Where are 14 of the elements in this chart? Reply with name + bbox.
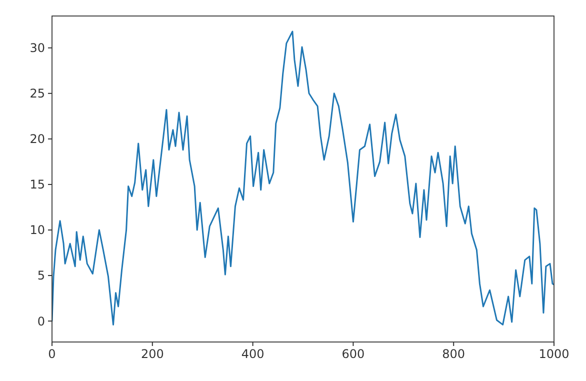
x-tick-label: 200	[140, 347, 164, 361]
y-tick-label: 25	[30, 86, 45, 101]
x-tick-label: 0	[48, 347, 56, 361]
y-tick-label: 5	[37, 268, 45, 283]
x-tick-label: 1000	[538, 347, 570, 361]
y-tick-label: 20	[30, 132, 45, 146]
line-series	[52, 30, 554, 326]
y-tick-label: 15	[30, 178, 45, 192]
y-tick-label: 30	[30, 41, 45, 56]
x-tick-label: 400	[241, 347, 264, 361]
x-tick-label: 800	[442, 347, 466, 361]
x-tick-label: 600	[342, 347, 365, 361]
y-tick-label: 10	[30, 223, 45, 238]
y-tick-label: 0	[37, 314, 45, 328]
